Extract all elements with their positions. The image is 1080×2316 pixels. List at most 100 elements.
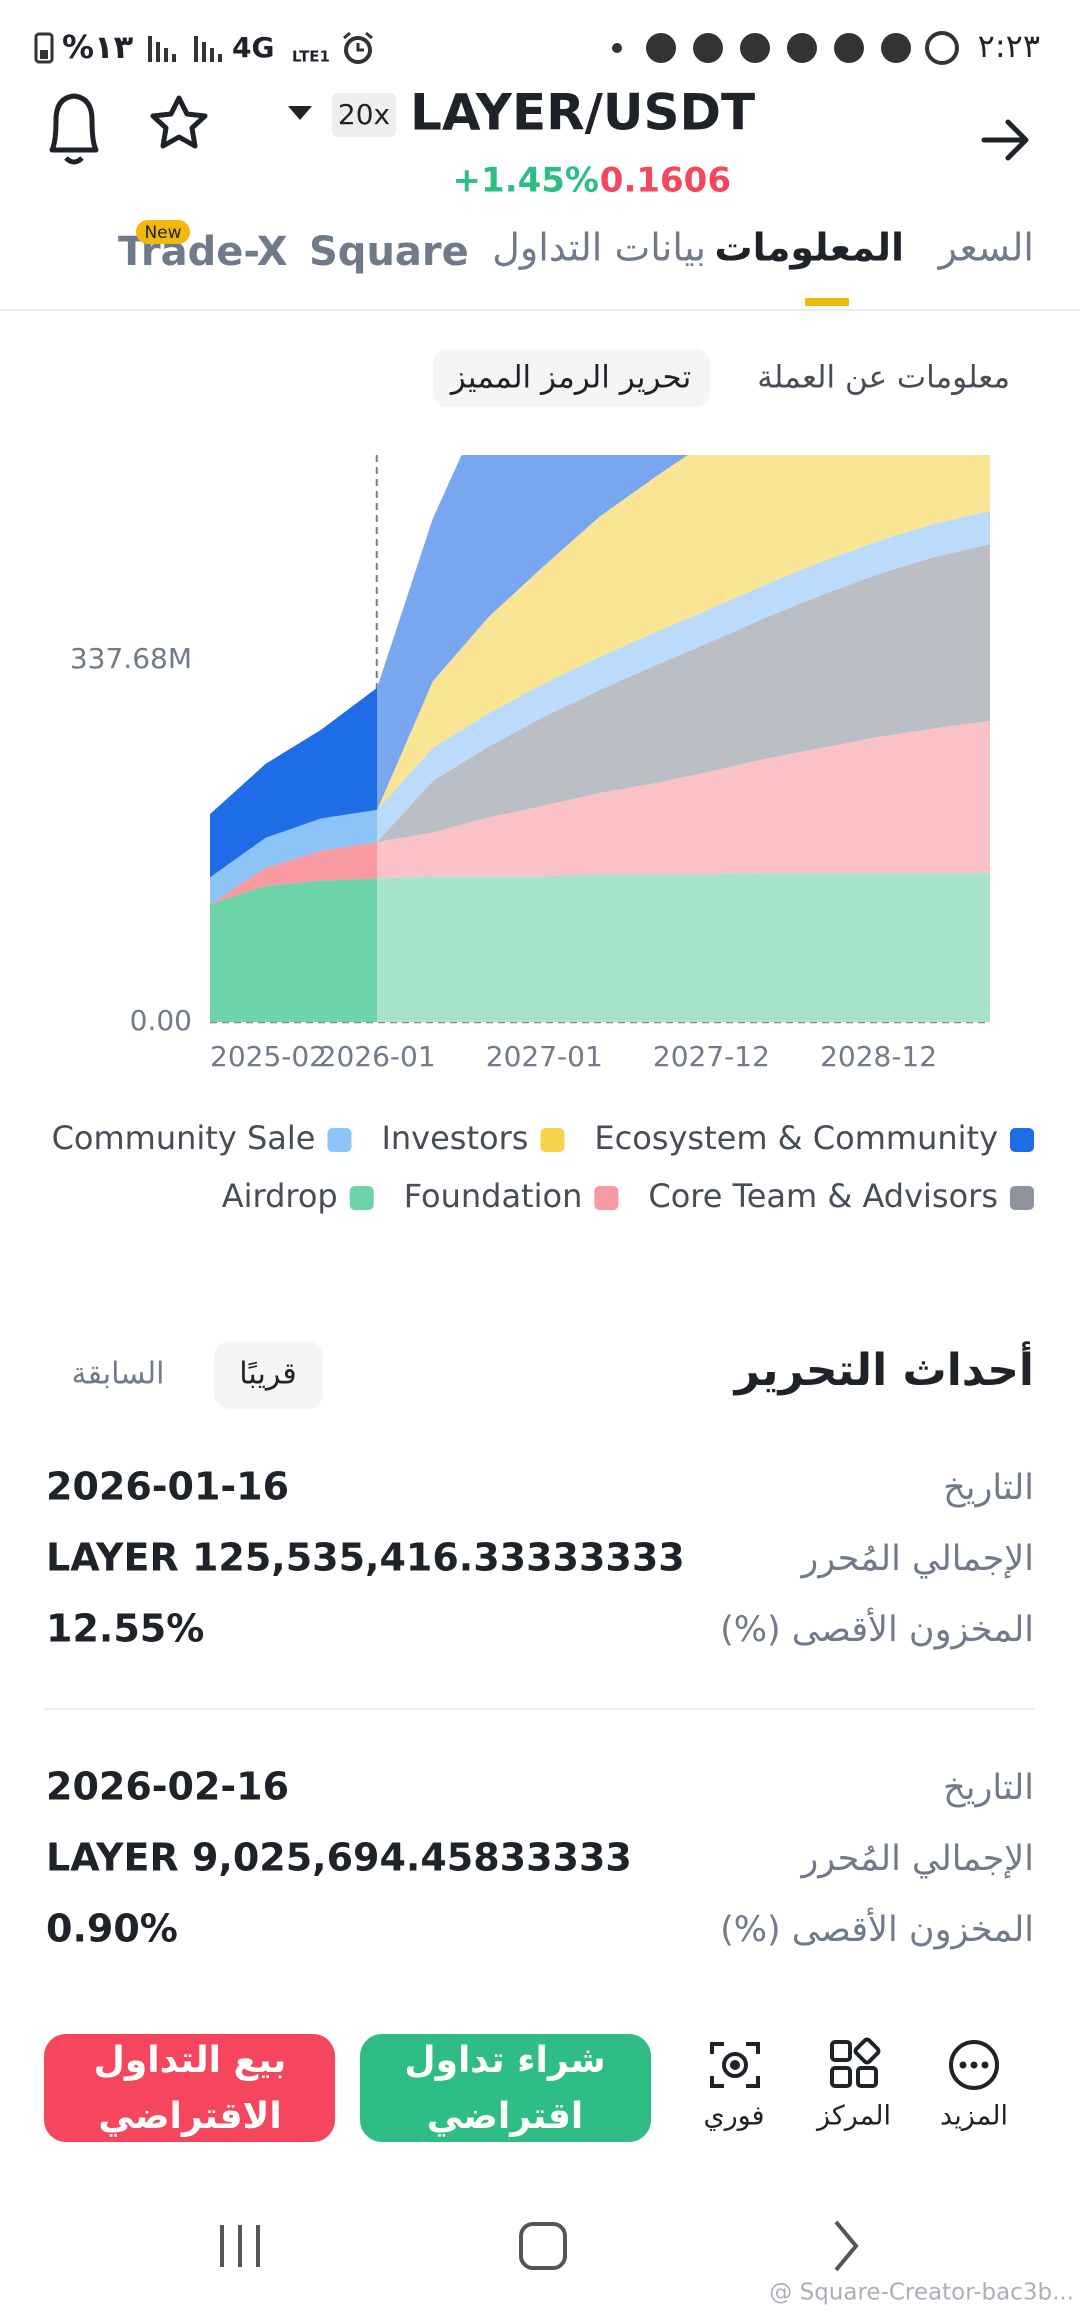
price-change: +1.45%	[453, 161, 599, 201]
more-icon-part[interactable]	[970, 2061, 978, 2069]
status-bar-part	[343, 31, 373, 52]
bell-icon-part[interactable]	[49, 93, 99, 153]
favorite-icon-part[interactable]	[150, 95, 208, 149]
watermark: @ Square-Creator-bac3b...	[769, 2280, 1074, 2306]
tab-indicator	[805, 298, 849, 306]
sell-label[interactable]: بيع التداول	[94, 2040, 287, 2081]
buy-label[interactable]: شراء تداول	[404, 2040, 605, 2081]
instant-icon-part[interactable]	[722, 2052, 748, 2078]
status-bar-part	[40, 50, 48, 59]
more-icon[interactable]	[949, 2040, 999, 2090]
instant-icon-part[interactable]	[710, 2042, 760, 2088]
nav-back[interactable]	[834, 2220, 859, 2272]
hub-icon-part[interactable]	[853, 2037, 881, 2065]
upcoming-pill[interactable]	[214, 1341, 323, 1409]
upcoming-tab[interactable]: قريبًا	[239, 1357, 296, 1392]
nav-recents[interactable]	[220, 2225, 260, 2267]
status-bar: %١٣ 4G LTE1 ٢:٢٣	[34, 27, 1040, 66]
row-value: LAYER 9,025,694.45833333	[46, 1836, 632, 1880]
tab-trading-data[interactable]: بيانات التداول	[492, 226, 706, 271]
battery-level: %١٣	[62, 28, 134, 66]
area-series	[210, 873, 990, 1022]
events-title: أحداث التحرير	[733, 1341, 1034, 1396]
legend-label: Airdrop	[222, 1177, 338, 1215]
hub-icon[interactable]	[830, 2037, 881, 2088]
area-series	[210, 455, 688, 878]
more-icon-part[interactable]	[981, 2061, 989, 2069]
x-tick-label: 2025-02	[210, 1040, 327, 1073]
status-bar-part	[148, 36, 222, 62]
bell-icon-part[interactable]	[64, 156, 84, 165]
hub-icon-part[interactable]	[830, 2066, 852, 2088]
legend-label: Community Sale	[52, 1119, 316, 1157]
pair-dropdown[interactable]	[288, 106, 312, 120]
status-bar-part	[34, 32, 54, 64]
status-bar-part	[344, 36, 372, 64]
buy-label[interactable]: اقتراضي	[427, 2096, 584, 2137]
y-tick-label: 0.00	[130, 1004, 192, 1037]
y-tick-label: 337.68M	[70, 642, 192, 675]
row-value: 2026-02-16	[46, 1765, 289, 1809]
leverage: 20x	[338, 98, 390, 131]
area-series	[210, 720, 990, 905]
favorite-icon[interactable]	[150, 95, 208, 149]
status-bar-part	[925, 31, 959, 65]
back-arrow[interactable]	[981, 119, 1029, 161]
pair-title[interactable]: LAYER/USDT	[410, 84, 755, 142]
tab-info[interactable]: المعلومات	[714, 226, 904, 270]
legend-swatch	[349, 1186, 374, 1210]
legend-swatch	[327, 1128, 352, 1152]
hub-label[interactable]: المركز	[815, 2101, 891, 2132]
volte: LTE1	[292, 48, 330, 66]
previous-tab[interactable]: السابقة	[72, 1357, 165, 1392]
bell-icon[interactable]	[49, 93, 99, 165]
subtab-pill[interactable]	[433, 349, 710, 407]
row-value: LAYER 125,535,416.33333333	[46, 1536, 685, 1580]
hub-icon-part[interactable]	[856, 2066, 878, 2088]
status-bar-part	[693, 33, 723, 63]
more-icon-part[interactable]	[949, 2040, 999, 2090]
legend-swatch	[1010, 1186, 1034, 1210]
clock: ٢:٢٣	[978, 27, 1040, 65]
legend-swatch	[1010, 1128, 1034, 1152]
sell-label[interactable]: الاقتراضي	[98, 2096, 281, 2137]
sell-button[interactable]	[44, 2034, 335, 2142]
more-icon-part[interactable]	[959, 2061, 967, 2069]
x-tick-label: 2028-12	[820, 1040, 937, 1073]
nav-home[interactable]	[519, 2222, 567, 2270]
instant-label[interactable]: فوري	[703, 2101, 764, 2132]
row-label: التاريخ	[943, 1468, 1034, 1508]
subtab-token-unlock[interactable]: تحرير الرمز المميز	[449, 360, 691, 396]
area-series	[210, 544, 990, 905]
area-series	[210, 510, 990, 905]
buy-button[interactable]	[360, 2034, 651, 2142]
instant-icon-part[interactable]	[730, 2060, 740, 2070]
legend-label: Core Team & Advisors	[648, 1177, 998, 1215]
hub-icon-part[interactable]	[830, 2040, 852, 2062]
subtab-coin-info[interactable]: معلومات عن العملة	[757, 360, 1010, 396]
row-value: 0.90%	[46, 1907, 178, 1951]
legend-swatch	[594, 1186, 619, 1210]
x-tick-label: 2027-12	[653, 1040, 770, 1073]
row-label: الإجمالي المُحرر	[799, 1539, 1034, 1579]
row-label: التاريخ	[943, 1768, 1034, 1808]
row-value: 2026-01-16	[46, 1465, 289, 1509]
status-bar-part	[881, 33, 911, 63]
instant-icon[interactable]	[710, 2042, 760, 2088]
legend-label: Investors	[381, 1119, 528, 1157]
status-bar-part	[646, 33, 676, 63]
tab-square[interactable]: Square	[309, 229, 469, 275]
more-label[interactable]: المزيد	[940, 2101, 1008, 2132]
tab-price[interactable]: السعر	[937, 226, 1034, 271]
status-bar-part	[612, 43, 622, 53]
status-bar-part	[787, 33, 817, 63]
legend-swatch	[540, 1128, 565, 1152]
x-tick-label: 2026-01	[319, 1040, 436, 1073]
area-series	[210, 455, 990, 878]
status-bar-part	[740, 33, 770, 63]
plot-area	[210, 455, 990, 1022]
